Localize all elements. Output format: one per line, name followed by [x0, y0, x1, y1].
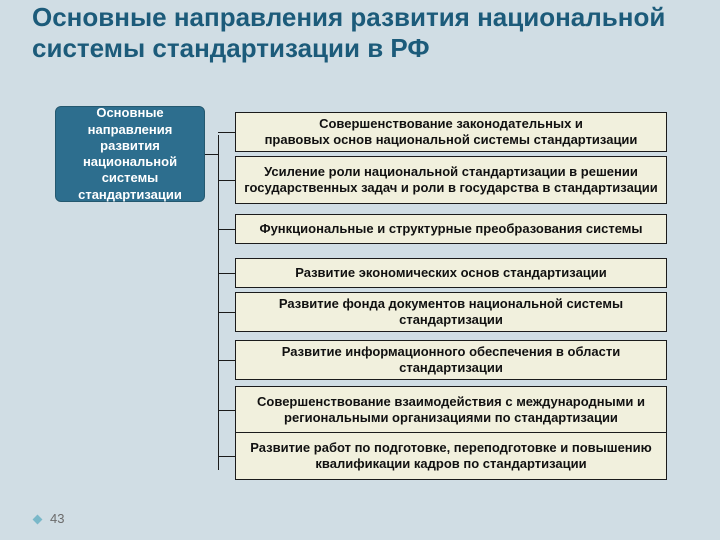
leaf-node: Усиление роли национальной стандартизаци…	[235, 156, 667, 204]
page-title: Основные направления развития национальн…	[32, 2, 692, 64]
leaf-node: Функциональные и структурные преобразова…	[235, 214, 667, 244]
leaf-node-label: Функциональные и структурные преобразова…	[259, 221, 642, 237]
connector-root-stub	[205, 154, 218, 155]
leaf-node-label: Совершенствование взаимодействия с между…	[257, 394, 645, 427]
connector-branch	[218, 312, 235, 313]
leaf-node-label: Усиление роли национальной стандартизаци…	[244, 164, 658, 197]
leaf-node-label: Развитие экономических основ стандартиза…	[295, 265, 607, 281]
connector-branch	[218, 456, 235, 457]
connector-branch	[218, 360, 235, 361]
leaf-node-label: Развитие работ по подготовке, переподгот…	[250, 440, 652, 473]
leaf-node: Развитие экономических основ стандартиза…	[235, 258, 667, 288]
connector-branch	[218, 180, 235, 181]
connector-branch	[218, 410, 235, 411]
connector-branch	[218, 273, 235, 274]
root-node-label: Основные направления развития национальн…	[62, 105, 198, 203]
root-node: Основные направления развития национальн…	[55, 106, 205, 202]
leaf-node: Развитие информационного обеспечения в о…	[235, 340, 667, 380]
connector-trunk	[218, 135, 219, 470]
leaf-node-label: Развитие информационного обеспечения в о…	[244, 344, 658, 377]
leaf-node: Совершенствование взаимодействия с между…	[235, 386, 667, 434]
leaf-node-label: Совершенствование законодательных и прав…	[265, 116, 638, 149]
leaf-node: Развитие работ по подготовке, переподгот…	[235, 432, 667, 480]
leaf-node: Совершенствование законодательных и прав…	[235, 112, 667, 152]
connector-branch	[218, 132, 235, 133]
page-bullet-icon	[33, 515, 43, 525]
connector-branch	[218, 229, 235, 230]
leaf-node: Развитие фонда документов национальной с…	[235, 292, 667, 332]
leaf-node-label: Развитие фонда документов национальной с…	[244, 296, 658, 329]
page-number: 43	[50, 511, 64, 526]
